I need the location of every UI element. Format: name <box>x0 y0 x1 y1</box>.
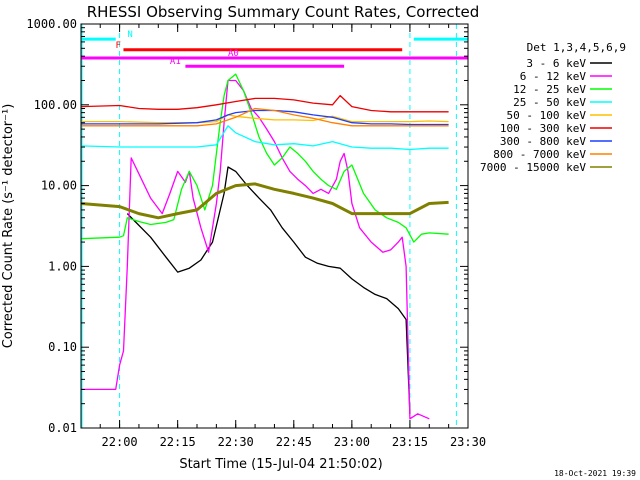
legend-label: 6 - 12 keV <box>520 70 587 83</box>
flag-label-A1: A1 <box>170 57 181 67</box>
series-line-2 <box>81 73 449 243</box>
x-axis: 22:00 22:15 22:30 22:45 23:00 23:15 23:30 <box>99 24 486 449</box>
series-line-8 <box>81 182 449 220</box>
series-line-6 <box>81 109 449 126</box>
y-axis: 1000.00 100.00 10.00 1.00 0.10 0.01 <box>26 17 468 435</box>
y-tick-label: 0.01 <box>48 421 77 435</box>
legend-label: 3 - 6 keV <box>526 57 586 70</box>
x-tick-label: 22:00 <box>102 435 138 449</box>
y-tick-label: 10.00 <box>41 179 77 193</box>
y-tick-label: 100.00 <box>34 98 77 112</box>
y-tick-label: 1.00 <box>48 259 77 273</box>
x-axis-title: Start Time (15-Jul-04 21:50:02) <box>179 457 382 472</box>
series-line-1 <box>81 79 430 420</box>
y-tick-label: 1000.00 <box>26 17 77 31</box>
flag-label-F: F <box>115 41 120 51</box>
series-line-3 <box>81 125 449 151</box>
chart-title: RHESSI Observing Summary Count Rates, Co… <box>87 3 480 21</box>
flag-label-A0: A0 <box>228 49 239 59</box>
legend-label: 25 - 50 keV <box>513 96 586 109</box>
legend-title: Det 1,3,4,5,6,9 <box>527 41 626 54</box>
x-tick-label: 22:45 <box>276 435 312 449</box>
series-line-5 <box>81 94 449 113</box>
legend-label: 50 - 100 keV <box>507 109 587 122</box>
x-tick-label: 23:00 <box>334 435 370 449</box>
y-axis-title: Corrected Count Rate (s⁻¹ detector⁻¹) <box>1 104 16 349</box>
footer-timestamp: 18-Oct-2021 19:39 <box>554 469 636 478</box>
x-tick-label: 22:30 <box>218 435 254 449</box>
x-tick-label: 23:15 <box>392 435 428 449</box>
y-tick-label: 0.10 <box>48 340 77 354</box>
legend-label: 12 - 25 keV <box>513 83 586 96</box>
legend-label: 300 - 800 keV <box>500 135 586 148</box>
series-line-7 <box>81 107 449 127</box>
series-line-0 <box>126 166 411 414</box>
x-tick-label: 22:15 <box>160 435 196 449</box>
legend-label: 800 - 7000 keV <box>493 148 586 161</box>
flag-label-N: N <box>127 30 132 40</box>
x-tick-label: 23:30 <box>450 435 486 449</box>
legend-label: 100 - 300 keV <box>500 122 586 135</box>
legend-label: 7000 - 15000 keV <box>480 161 586 174</box>
